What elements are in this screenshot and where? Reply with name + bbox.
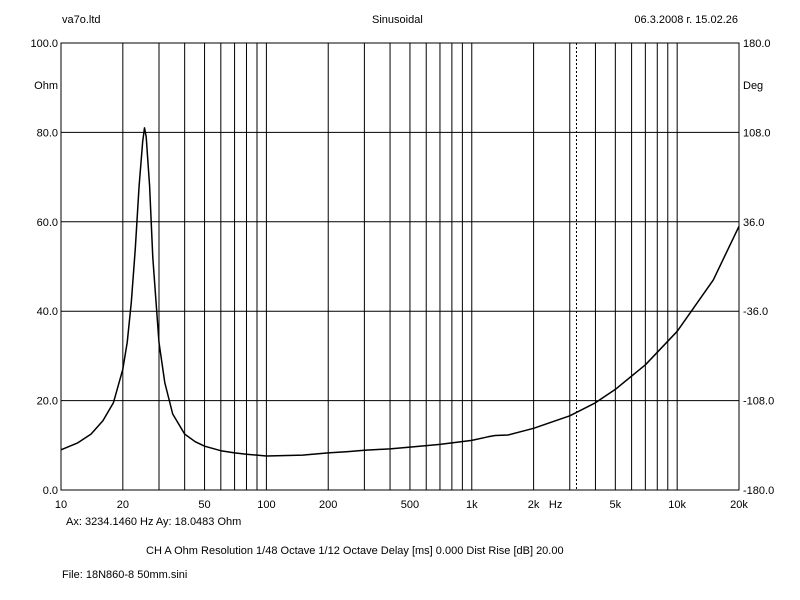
cursor-readout: Ax: 3234.1460 Hz Ay: 18.0483 Ohm bbox=[66, 516, 242, 528]
x-tick-label: 200 bbox=[319, 499, 337, 511]
x-axis-unit-label: Hz bbox=[549, 499, 562, 511]
y-tick-label: 60.0 bbox=[37, 217, 58, 229]
y2-tick-label: 108.0 bbox=[743, 127, 771, 139]
plot-frame bbox=[60, 42, 740, 491]
x-tick-label: 500 bbox=[401, 499, 419, 511]
y2-tick-label: -108.0 bbox=[743, 396, 774, 408]
x-tick-label: 100 bbox=[257, 499, 275, 511]
impedance-curve bbox=[60, 127, 740, 457]
y-tick-label: 0.0 bbox=[43, 485, 58, 497]
x-tick-label: 2k bbox=[528, 499, 540, 511]
file-name: File: 18N860-8 50mm.sini bbox=[62, 569, 188, 581]
x-tick-label: 1k bbox=[466, 499, 478, 511]
y2-tick-label: -180.0 bbox=[743, 485, 774, 497]
x-tick-label: 10k bbox=[668, 499, 686, 511]
y2-tick-label: 36.0 bbox=[743, 217, 764, 229]
y2-axis-unit-label: Deg bbox=[743, 80, 763, 92]
y-tick-label: 80.0 bbox=[37, 127, 58, 139]
header-date-label: 06.3.2008 г. 15.02.26 bbox=[634, 14, 738, 26]
measurement-settings: CH A Ohm Resolution 1/48 Octave 1/12 Oct… bbox=[146, 545, 564, 557]
x-tick-label: 5k bbox=[610, 499, 622, 511]
chart-title: Sinusoidal bbox=[372, 14, 423, 26]
x-tick-label: 20 bbox=[117, 499, 129, 511]
y2-tick-label: 180.0 bbox=[743, 38, 771, 50]
y-tick-label: 20.0 bbox=[37, 396, 58, 408]
y-tick-label: 100.0 bbox=[30, 38, 58, 50]
y-axis-unit-label: Ohm bbox=[34, 80, 58, 92]
header-left-label: va7o.ltd bbox=[62, 14, 101, 26]
y-tick-label: 40.0 bbox=[37, 306, 58, 318]
x-tick-label: 50 bbox=[198, 499, 210, 511]
x-tick-label: 10 bbox=[55, 499, 67, 511]
plot-area bbox=[61, 43, 739, 490]
x-tick-label: 20k bbox=[730, 499, 748, 511]
y2-tick-label: -36.0 bbox=[743, 306, 768, 318]
